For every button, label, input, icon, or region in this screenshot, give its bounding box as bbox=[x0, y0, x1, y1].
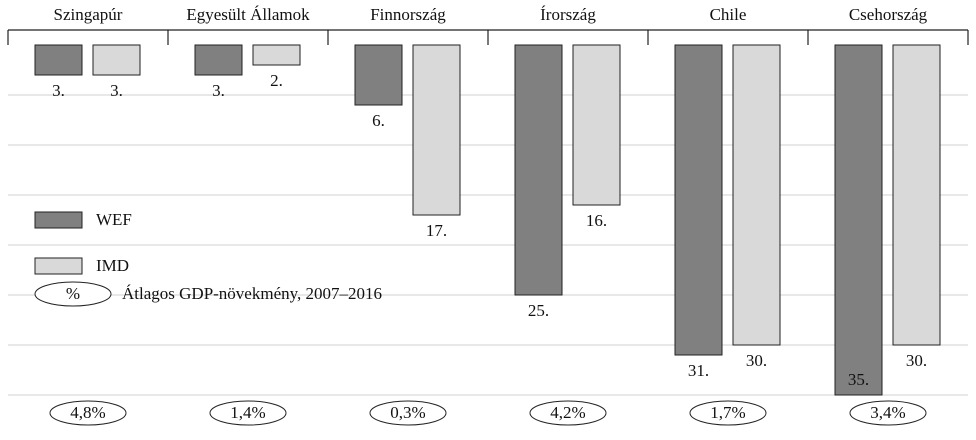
data-label: 35. bbox=[848, 370, 869, 389]
data-label: 25. bbox=[528, 301, 549, 320]
x-tick-label: Csehország bbox=[849, 5, 928, 24]
data-label: 30. bbox=[906, 351, 927, 370]
bar bbox=[732, 44, 781, 346]
gdp-ellipse bbox=[529, 400, 607, 426]
legend-label: IMD bbox=[96, 256, 129, 275]
legend-ellipse bbox=[34, 281, 112, 307]
data-label: 6. bbox=[372, 111, 385, 130]
gdp-ellipse bbox=[369, 400, 447, 426]
x-tick-label: Egyesült Államok bbox=[186, 5, 310, 24]
legend-swatch bbox=[34, 257, 83, 275]
legend-label: Átlagos GDP-növekmény, 2007–2016 bbox=[122, 284, 382, 303]
data-label: 30. bbox=[746, 351, 767, 370]
legend-label: WEF bbox=[96, 210, 132, 229]
bar bbox=[572, 44, 621, 206]
data-label: 3. bbox=[212, 81, 225, 100]
x-tick-label: Szingapúr bbox=[54, 5, 123, 24]
bar bbox=[194, 44, 243, 76]
data-label: 2. bbox=[270, 71, 283, 90]
legend-swatch bbox=[34, 211, 83, 229]
x-tick-label: Chile bbox=[710, 5, 747, 24]
bar bbox=[92, 44, 141, 76]
gdp-label: 1,4% bbox=[230, 403, 265, 422]
gdp-label: 1,7% bbox=[710, 403, 745, 422]
bar bbox=[252, 44, 301, 66]
gdp-ellipse bbox=[209, 400, 287, 426]
x-tick-label: Írország bbox=[540, 5, 596, 24]
legend-symbol: % bbox=[66, 284, 80, 303]
gdp-label: 0,3% bbox=[390, 403, 425, 422]
gdp-ellipse bbox=[49, 400, 127, 426]
bar bbox=[412, 44, 461, 216]
gdp-label: 4,2% bbox=[550, 403, 585, 422]
x-tick-label: Finnország bbox=[370, 5, 446, 24]
data-label: 31. bbox=[688, 361, 709, 380]
bar bbox=[34, 44, 83, 76]
gdp-ellipse bbox=[689, 400, 767, 426]
data-label: 17. bbox=[426, 221, 447, 240]
bar bbox=[514, 44, 563, 296]
gdp-label: 4,8% bbox=[70, 403, 105, 422]
gdp-label: 3,4% bbox=[870, 403, 905, 422]
data-label: 3. bbox=[52, 81, 65, 100]
bar bbox=[834, 44, 883, 396]
bar bbox=[892, 44, 941, 346]
data-label: 16. bbox=[586, 211, 607, 230]
data-label: 3. bbox=[110, 81, 123, 100]
bar bbox=[354, 44, 403, 106]
gdp-ellipse bbox=[849, 400, 927, 426]
bar bbox=[674, 44, 723, 356]
